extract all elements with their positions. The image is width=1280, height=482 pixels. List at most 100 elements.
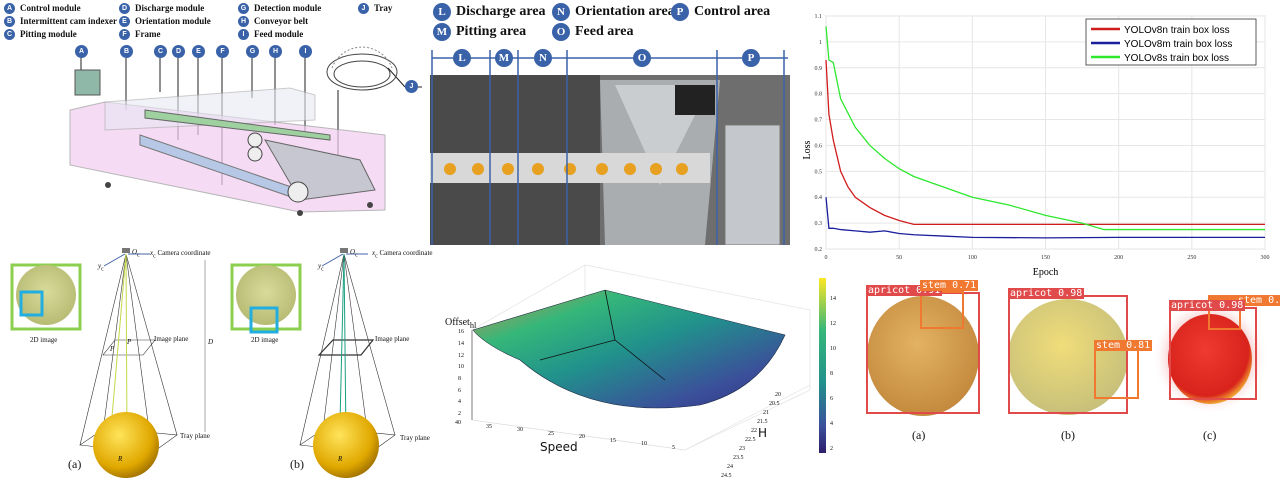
fruit-label-c: apricot 0.98 <box>1169 300 1246 311</box>
callout-c: C <box>154 45 167 58</box>
x-axis-label: Epoch <box>1033 267 1059 278</box>
legend-label: Feed module <box>254 29 304 39</box>
callout-h: H <box>269 45 282 58</box>
legend-item-e: E Orientation module <box>119 16 211 28</box>
badge: I <box>238 29 249 41</box>
y-tick: 22 <box>751 428 757 434</box>
z-axis-label: Offsethl <box>445 317 476 330</box>
y-tick: 20.5 <box>769 401 780 407</box>
y-tick-label: 0.4 <box>815 195 823 201</box>
camera-label-b: xc Camera coordinate <box>372 249 433 259</box>
badge: N <box>552 3 570 21</box>
area-label: Orientation area <box>575 4 675 19</box>
fruit-label-a: apricot 0.91 <box>866 285 943 296</box>
x-axis: x <box>150 249 154 257</box>
badge: L <box>433 3 451 21</box>
caption-b: (b) <box>1061 428 1075 442</box>
area-label: Discharge area <box>456 4 546 19</box>
legend-label: Orientation module <box>135 16 211 26</box>
legend-item-c: C Pitting module <box>4 29 77 41</box>
stem-label-b: stem 0.81 <box>1094 340 1153 351</box>
badge: O <box>552 23 570 41</box>
legend-item-f: F Frame <box>119 29 161 41</box>
span-n: N <box>534 49 557 67</box>
x-axis: x <box>372 249 376 257</box>
callout-i: I <box>299 45 312 58</box>
camera-label-a: xc Camera coordinate <box>150 249 211 259</box>
y-tick: 21 <box>763 410 769 416</box>
radius: R <box>118 455 123 463</box>
y-tick: 24.5 <box>721 473 732 479</box>
legend-label: Intermittent cam indexer <box>20 16 117 26</box>
image-plane-label-a: Image plane <box>154 335 189 343</box>
y-axis-a: yc <box>98 262 104 272</box>
legend-item-i: I Feed module <box>238 29 304 41</box>
z-tick: 10 <box>458 364 464 371</box>
area-label: Control area <box>694 4 771 19</box>
layout-photo <box>430 50 790 245</box>
origin: O <box>350 248 356 256</box>
legend-label: YOLOv8n train box loss <box>1124 25 1230 36</box>
callout-g: G <box>246 45 259 58</box>
x-tick-label: 0 <box>825 255 828 261</box>
loss-chart: 0 50 100 150 200 250 300 0.2 0.3 0.4 0.5 0.6 0.7 0.8 0… <box>802 14 1270 278</box>
y-tick-label: 0.2 <box>815 247 823 253</box>
z-tick: 6 <box>458 387 461 394</box>
z-tick: 4 <box>458 399 461 406</box>
x-tick: 20 <box>579 434 585 440</box>
x-tick: 35 <box>486 423 492 430</box>
x-tick-label: 200 <box>1114 255 1123 261</box>
y-tick: 24 <box>727 464 733 470</box>
span-m: M <box>495 49 518 67</box>
legend-item-j: J Tray <box>358 3 393 15</box>
callout-d: D <box>172 45 185 58</box>
x-tick: 5 <box>672 444 675 451</box>
badge: O <box>633 49 651 67</box>
callout-letter: I <box>304 48 307 55</box>
x-tick-label: 250 <box>1187 255 1196 261</box>
callout-e: E <box>192 45 205 58</box>
badge: D <box>119 3 130 15</box>
surface-plot <box>471 264 826 453</box>
badge: C <box>4 29 15 41</box>
callout-letter: H <box>272 48 279 55</box>
colorbar-tick: 14 <box>830 296 836 302</box>
x-tick-label: 150 <box>1041 255 1050 261</box>
callout-f: F <box>216 45 229 58</box>
panel-b-caption: (b) <box>290 457 304 471</box>
sub: c <box>375 253 378 260</box>
callout-b: B <box>120 45 133 58</box>
legend-label: Tray <box>374 3 393 13</box>
badge: P <box>671 3 689 21</box>
pc-label-a: P <box>127 338 131 346</box>
legend-item-b: B Intermittent cam indexer <box>4 16 117 28</box>
y-tick: 21.5 <box>757 419 768 425</box>
badge: M <box>495 49 513 67</box>
tray-plane-label-b: Tray plane <box>400 434 430 442</box>
x-tick: 40 <box>455 420 461 426</box>
series-line-0 <box>825 59 1265 226</box>
y-tick: 22.5 <box>745 437 756 443</box>
callout-letter: E <box>196 48 201 55</box>
camera-coordinate: Camera coordinate <box>379 249 433 257</box>
y-axis: y <box>318 262 322 270</box>
z-sub: hl <box>469 321 477 330</box>
badge: L <box>453 49 471 67</box>
geometry-diagrams <box>10 248 396 478</box>
point: P <box>127 338 132 346</box>
tray-plane-label-a: Tray plane <box>180 432 210 440</box>
z-tick: 14 <box>458 340 464 347</box>
area-legend-p: P Control area <box>671 3 770 21</box>
legend-label: Frame <box>135 29 161 39</box>
caption-c: (c) <box>1203 428 1217 442</box>
legend-item-a: A Control module <box>4 3 81 15</box>
badge: F <box>119 29 130 41</box>
badge: B <box>4 16 15 28</box>
legend-label: Discharge module <box>135 3 205 13</box>
y-tick: 23.5 <box>733 455 744 461</box>
colorbar-tick: 12 <box>830 321 836 327</box>
badge: N <box>534 49 552 67</box>
origin-label-a: Oc <box>132 248 140 258</box>
y-tick-label: 1 <box>819 40 822 46</box>
callout-letter: F <box>220 48 225 55</box>
